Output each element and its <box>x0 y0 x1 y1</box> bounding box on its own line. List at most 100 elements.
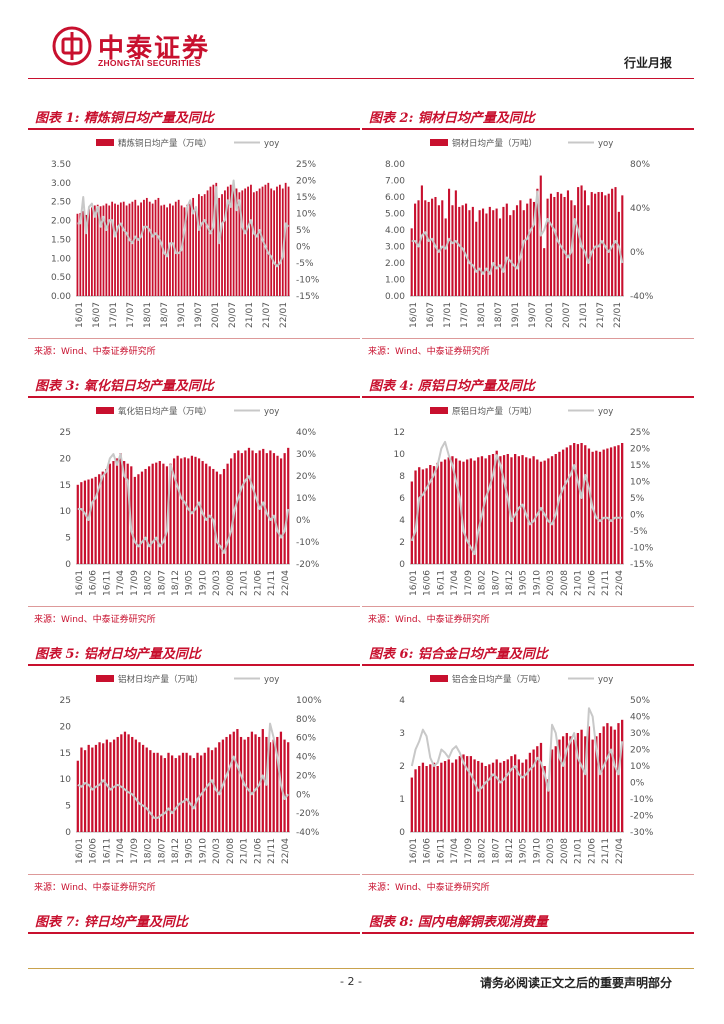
bar <box>414 769 417 832</box>
bar <box>272 739 275 832</box>
bar <box>417 200 420 296</box>
y-right-tick-label: 20% <box>630 746 650 756</box>
x-tick-label: 21/01 <box>240 838 250 864</box>
chart-refined-copper: 精炼铜日均产量（万吨） yoy 0.00 0.50 1.00 1.50 2.00 2.50 3.… <box>51 138 320 328</box>
bar <box>141 744 145 832</box>
legend-bar-label: 铜材日均产量（万吨） <box>452 138 537 149</box>
y-left-tick-label: 5.00 <box>385 210 405 220</box>
bar <box>569 445 572 564</box>
bar <box>509 215 512 296</box>
x-tick-label: 22/01 <box>279 302 289 328</box>
bar <box>172 458 176 564</box>
y-right-tick-label: 15% <box>630 461 650 471</box>
bar <box>519 200 522 296</box>
x-tick-label: 17/04 <box>116 838 126 864</box>
bar <box>94 476 97 564</box>
x-tick-label: 18/01 <box>477 302 487 328</box>
legend-bar-label: 氧化铝日均产量（万吨） <box>118 406 212 417</box>
bar <box>425 766 428 832</box>
y-left-tick-label: 1.00 <box>51 254 71 264</box>
bar <box>410 481 413 564</box>
bar <box>264 184 267 296</box>
legend-bar-swatch <box>96 407 114 414</box>
bar <box>158 461 161 564</box>
x-tick-label: 19/05 <box>185 570 195 596</box>
bar <box>148 201 151 296</box>
chart-legend: 原铝日均产量（万吨） yoy <box>430 406 613 417</box>
y-right-tick-label: 0% <box>630 248 645 258</box>
y-right-tick-label: -20% <box>296 809 320 819</box>
bar <box>174 758 177 832</box>
x-tick-label: 18/07 <box>491 570 501 596</box>
x-tick-label: 21/11 <box>601 838 611 864</box>
bar <box>108 463 111 564</box>
bar <box>447 457 450 564</box>
bar <box>137 205 140 296</box>
x-tick-label: 21/06 <box>587 838 597 864</box>
bar <box>134 739 137 832</box>
y-right-tick-label: 0% <box>630 779 645 789</box>
x-tick-label: 19/05 <box>519 570 529 596</box>
bar <box>119 202 122 296</box>
bar <box>587 726 591 832</box>
bar <box>539 742 543 832</box>
chart-aluminum-products: 铝材日均产量（万吨） yoy 0 5 10 15 20 25 -40% -20% 0% 20% 40% 6… <box>60 674 323 864</box>
x-tick-label: 19/10 <box>199 570 209 596</box>
bar <box>160 755 163 832</box>
bar <box>464 203 468 296</box>
bar <box>506 454 509 564</box>
bar <box>517 456 520 564</box>
bar <box>178 755 181 832</box>
bar <box>287 186 290 296</box>
bar <box>532 456 535 564</box>
header-divider <box>28 78 694 79</box>
bar <box>133 476 136 564</box>
x-tick-label: 18/12 <box>505 838 515 864</box>
yoy-line <box>410 707 624 792</box>
bar <box>454 759 458 832</box>
x-tick-label: 20/07 <box>562 302 572 328</box>
chart-source: 来源：Wind、中泰证券研究所 <box>368 615 490 625</box>
bar <box>186 204 189 296</box>
bar <box>573 739 576 832</box>
bar <box>185 752 188 832</box>
bar <box>443 761 447 832</box>
bar <box>137 474 140 564</box>
bar <box>90 478 94 564</box>
bar <box>462 461 465 564</box>
bar <box>609 726 613 832</box>
bar <box>458 460 461 564</box>
bar-series <box>76 729 290 832</box>
bar <box>569 736 572 832</box>
bar <box>176 455 179 564</box>
bar <box>546 198 549 296</box>
zhongtai-logo-icon <box>52 26 92 66</box>
bar <box>484 458 487 564</box>
bar <box>510 457 513 564</box>
bar <box>558 739 561 832</box>
bar <box>226 186 229 296</box>
bar <box>425 468 428 564</box>
bar <box>119 453 122 564</box>
bar <box>144 468 147 564</box>
bar <box>126 463 129 564</box>
bar <box>134 199 137 296</box>
bar <box>210 750 214 832</box>
x-tick-label: 18/07 <box>160 302 170 328</box>
x-tick-label: 18/07 <box>157 570 167 596</box>
bar <box>421 469 425 564</box>
x-tick-label: 16/11 <box>102 838 112 864</box>
bar <box>237 450 240 564</box>
bar <box>502 455 506 564</box>
bar-series <box>410 719 624 832</box>
bar <box>131 736 134 832</box>
bar <box>429 764 432 832</box>
bar <box>96 204 99 296</box>
y-left-tick-label: 25 <box>60 696 71 706</box>
bar <box>83 480 87 564</box>
bar <box>514 454 517 564</box>
bar <box>154 199 157 296</box>
bar <box>195 209 197 296</box>
bar <box>576 444 580 564</box>
x-tick-label: 17/09 <box>130 838 140 864</box>
